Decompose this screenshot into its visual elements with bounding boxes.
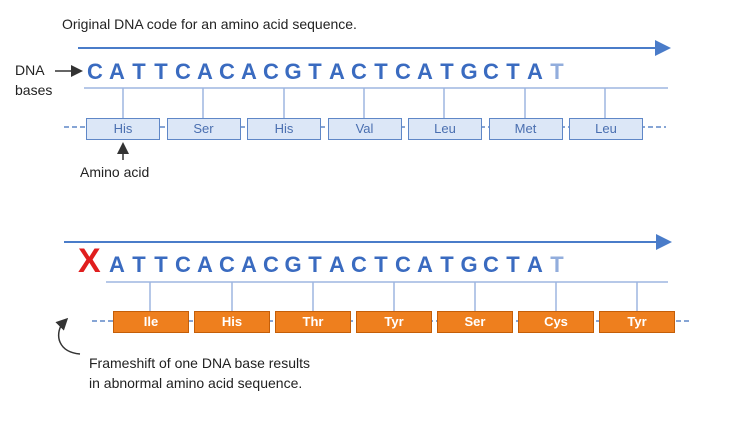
dna-label-line2: bases — [15, 82, 53, 98]
dna-base: T — [308, 59, 322, 84]
dna-base: T — [132, 59, 146, 84]
dna-label-line1: DNA — [15, 62, 45, 78]
amino-acid-box: Ser — [166, 118, 241, 140]
dna-base: A — [417, 59, 433, 84]
dna-base: C — [87, 59, 103, 84]
dna-base: T — [132, 252, 146, 277]
amino-acid-box: Ile — [113, 311, 189, 333]
amino-acid-box: Tyr — [599, 311, 675, 333]
dna-base: C — [483, 59, 499, 84]
dna-base: A — [241, 59, 257, 84]
amino-acid-box: Leu — [408, 118, 482, 140]
dna-base: C — [351, 252, 367, 277]
dna-base: A — [197, 252, 213, 277]
dna-base: C — [175, 59, 191, 84]
dna-base: C — [219, 252, 235, 277]
dna-base: T — [506, 252, 520, 277]
amino-acid-box: His — [247, 118, 321, 140]
dna-base: T — [440, 252, 454, 277]
amino-acid-box: Val — [327, 118, 402, 140]
amino-acid-box: Met — [488, 118, 563, 140]
top-codon-ticks — [122, 88, 606, 118]
frameshift-curve-arrow — [55, 317, 81, 355]
dna-base: C — [175, 252, 191, 277]
dna-base: G — [460, 59, 478, 84]
dna-base: G — [284, 59, 302, 84]
deleted-base-mark: X — [78, 242, 101, 280]
dna-base: C — [263, 59, 279, 84]
dna-base: T — [374, 59, 388, 84]
dna-base: C — [219, 59, 235, 84]
dna-base: A — [417, 252, 433, 277]
dna-base: T — [440, 59, 454, 84]
amino-acid-box: Leu — [569, 118, 643, 140]
amino-acid-box: His — [86, 118, 160, 140]
frameshift-line1: Frameshift of one DNA base results — [89, 355, 310, 371]
dna-base: T — [154, 252, 168, 277]
dna-base: A — [109, 252, 125, 277]
dna-base: G — [460, 252, 478, 277]
dna-base: A — [329, 59, 345, 84]
dna-base: C — [483, 252, 499, 277]
diagram-title: Original DNA code for an amino acid sequ… — [62, 16, 357, 32]
dna-base: G — [284, 252, 302, 277]
dna-base: A — [329, 252, 345, 277]
dna-base: T — [374, 252, 388, 277]
amino-acid-box: Thr — [275, 311, 351, 333]
bottom-codon-ticks — [149, 282, 638, 311]
dna-base: A — [527, 59, 543, 84]
amino-acid-box: Cys — [518, 311, 594, 333]
dna-bases-label: DNA bases — [15, 60, 52, 100]
dna-base: A — [197, 59, 213, 84]
dna-base: A — [241, 252, 257, 277]
dna-base: C — [263, 252, 279, 277]
dna-base: T — [550, 59, 564, 84]
amino-acid-box: Tyr — [356, 311, 432, 333]
dna-base: A — [109, 59, 125, 84]
dna-base: C — [351, 59, 367, 84]
dna-base: C — [395, 252, 411, 277]
dna-base: A — [527, 252, 543, 277]
amino-acid-box: His — [194, 311, 270, 333]
dna-base: T — [550, 252, 564, 277]
dna-base: C — [395, 59, 411, 84]
amino-acid-box: Ser — [437, 311, 513, 333]
dna-base: T — [308, 252, 322, 277]
dna-base: T — [154, 59, 168, 84]
amino-acid-label: Amino acid — [80, 164, 150, 180]
frameshift-line2: in abnormal amino acid sequence. — [89, 375, 303, 391]
dna-base: T — [506, 59, 520, 84]
frameshift-label: Frameshift of one DNA base results in ab… — [89, 353, 310, 393]
